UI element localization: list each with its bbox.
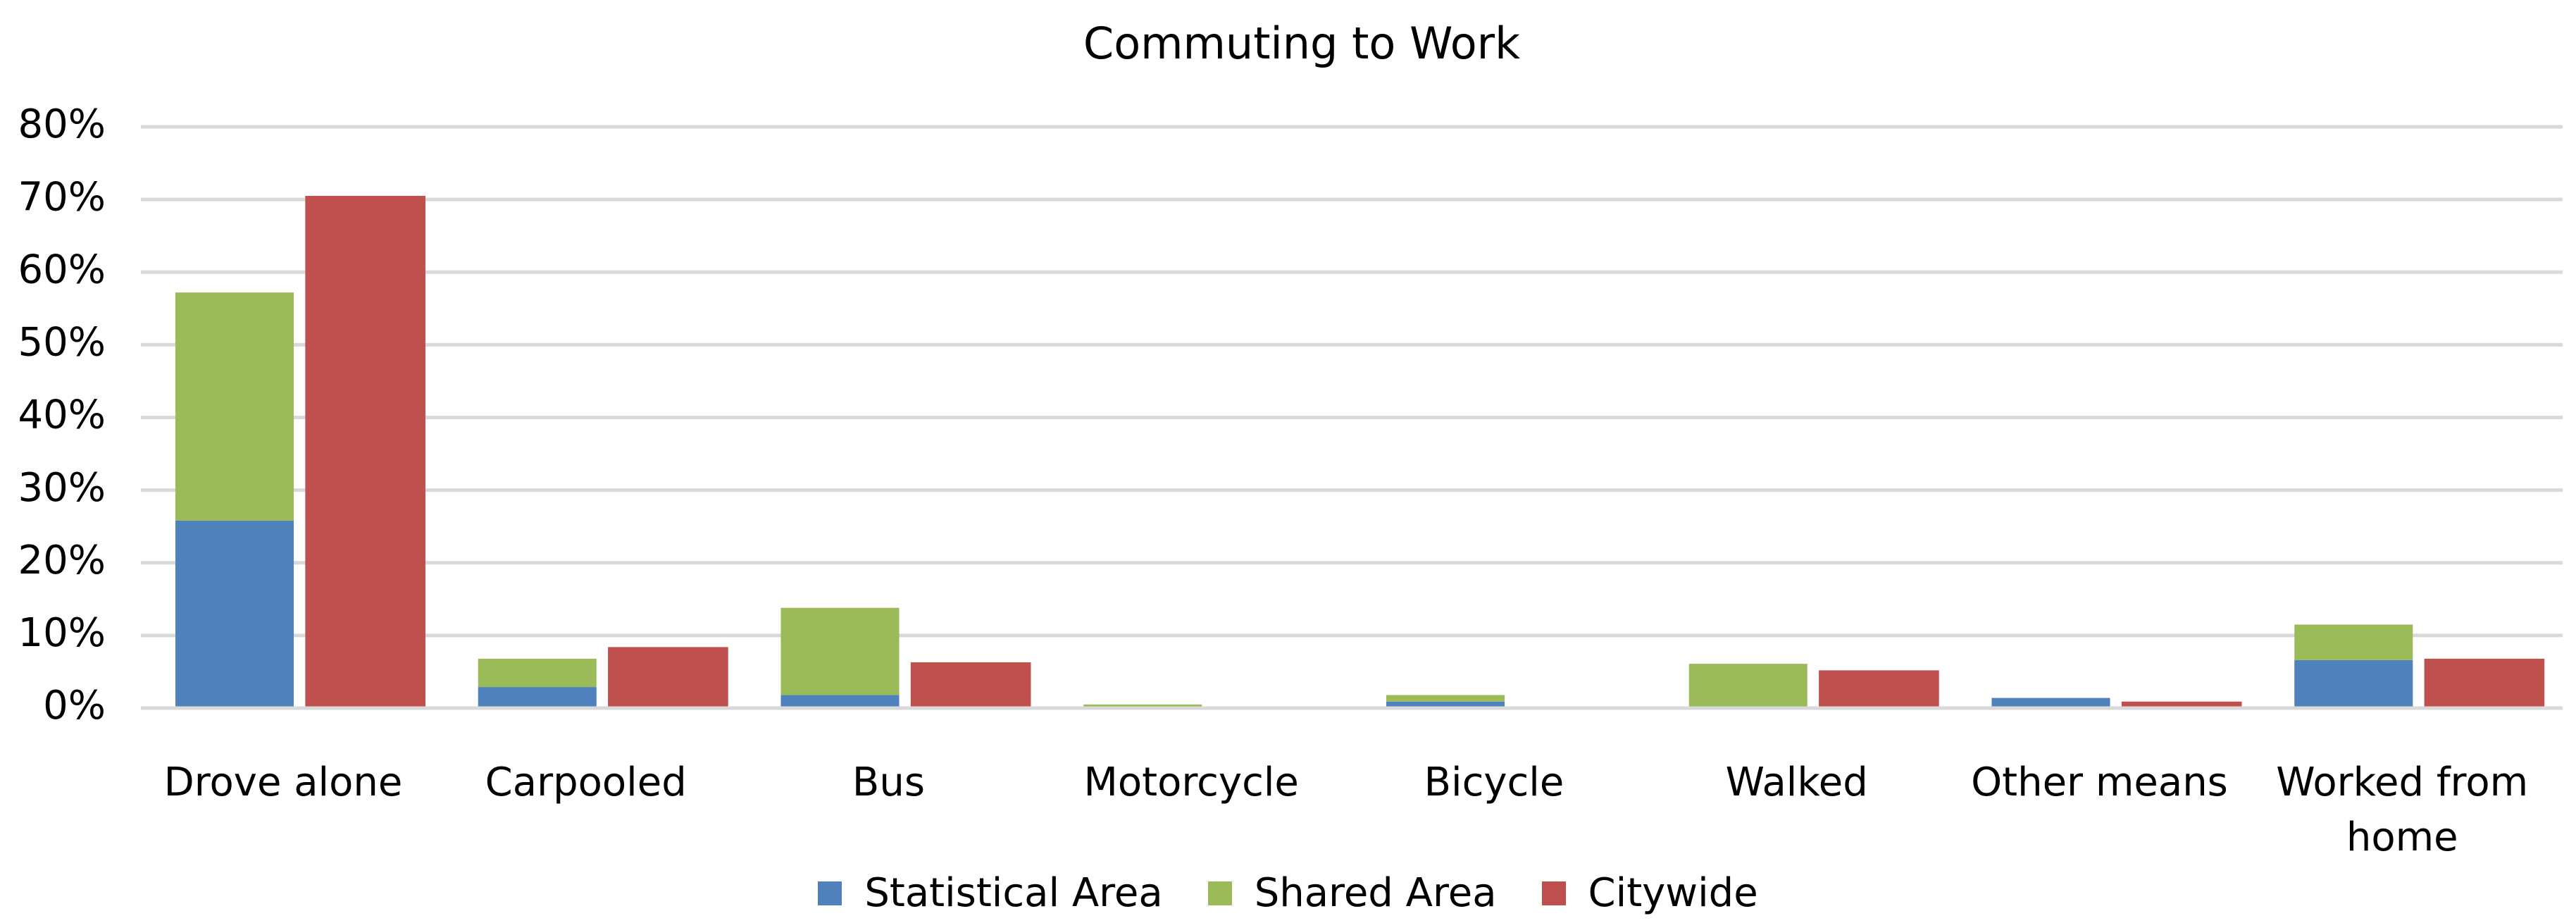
x-tick-label: Motorcycle: [1083, 760, 1299, 805]
y-tick-label: 70%: [18, 174, 106, 220]
bar-segment: [780, 607, 900, 695]
x-tick-label: Carpooled: [485, 760, 687, 805]
legend-item: Statistical Area: [818, 870, 1163, 916]
y-tick-label: 80%: [18, 101, 106, 147]
bar-segment: [175, 292, 294, 521]
bar-segment: [478, 658, 597, 688]
legend-label: Citywide: [1588, 870, 1758, 916]
legend: Statistical Area Shared Area Citywide: [0, 870, 2576, 916]
bar-segment: [1083, 704, 1202, 708]
bar-segment: [175, 520, 294, 708]
bar-segment: [305, 195, 425, 708]
x-tick-label: Walked: [1725, 760, 1868, 805]
y-tick-label: 60%: [18, 247, 106, 292]
y-tick-label: 40%: [18, 392, 106, 438]
bar-segment: [1386, 701, 1505, 708]
x-tick-label: Other means: [1971, 760, 2228, 805]
legend-item: Citywide: [1541, 870, 1758, 916]
x-tick-label: Bus: [852, 760, 925, 805]
legend-item: Shared Area: [1207, 870, 1497, 916]
y-tick-label: 50%: [18, 320, 106, 366]
legend-swatch: [1541, 881, 1566, 905]
y-tick-label: 10%: [18, 610, 106, 656]
bar-segment: [1688, 664, 1807, 708]
bar-segment: [2121, 701, 2242, 708]
bar-segment: [478, 687, 597, 708]
y-tick-label: 30%: [18, 465, 106, 511]
y-tick-label: 0%: [43, 683, 106, 729]
chart-title: Commuting to Work: [1083, 18, 1520, 69]
legend-swatch: [1207, 881, 1232, 905]
bar-segment: [2294, 659, 2413, 708]
legend-label: Statistical Area: [864, 870, 1163, 916]
bar-segment: [1991, 698, 2110, 708]
bar-segment: [780, 695, 900, 708]
bar-segment: [1819, 670, 1939, 708]
legend-swatch: [818, 881, 842, 905]
x-tick-label: Worked from home: [2276, 760, 2529, 860]
y-tick-label: 20%: [18, 538, 106, 583]
bar-segment: [608, 647, 728, 708]
bar-segment: [1386, 695, 1505, 702]
bar-segment: [910, 662, 1031, 708]
legend-label: Shared Area: [1254, 870, 1497, 916]
bar-segment: [2294, 624, 2413, 660]
bar-segment: [2424, 658, 2545, 708]
x-tick-label: Drove alone: [163, 760, 403, 805]
x-tick-label: Bicycle: [1424, 760, 1564, 805]
